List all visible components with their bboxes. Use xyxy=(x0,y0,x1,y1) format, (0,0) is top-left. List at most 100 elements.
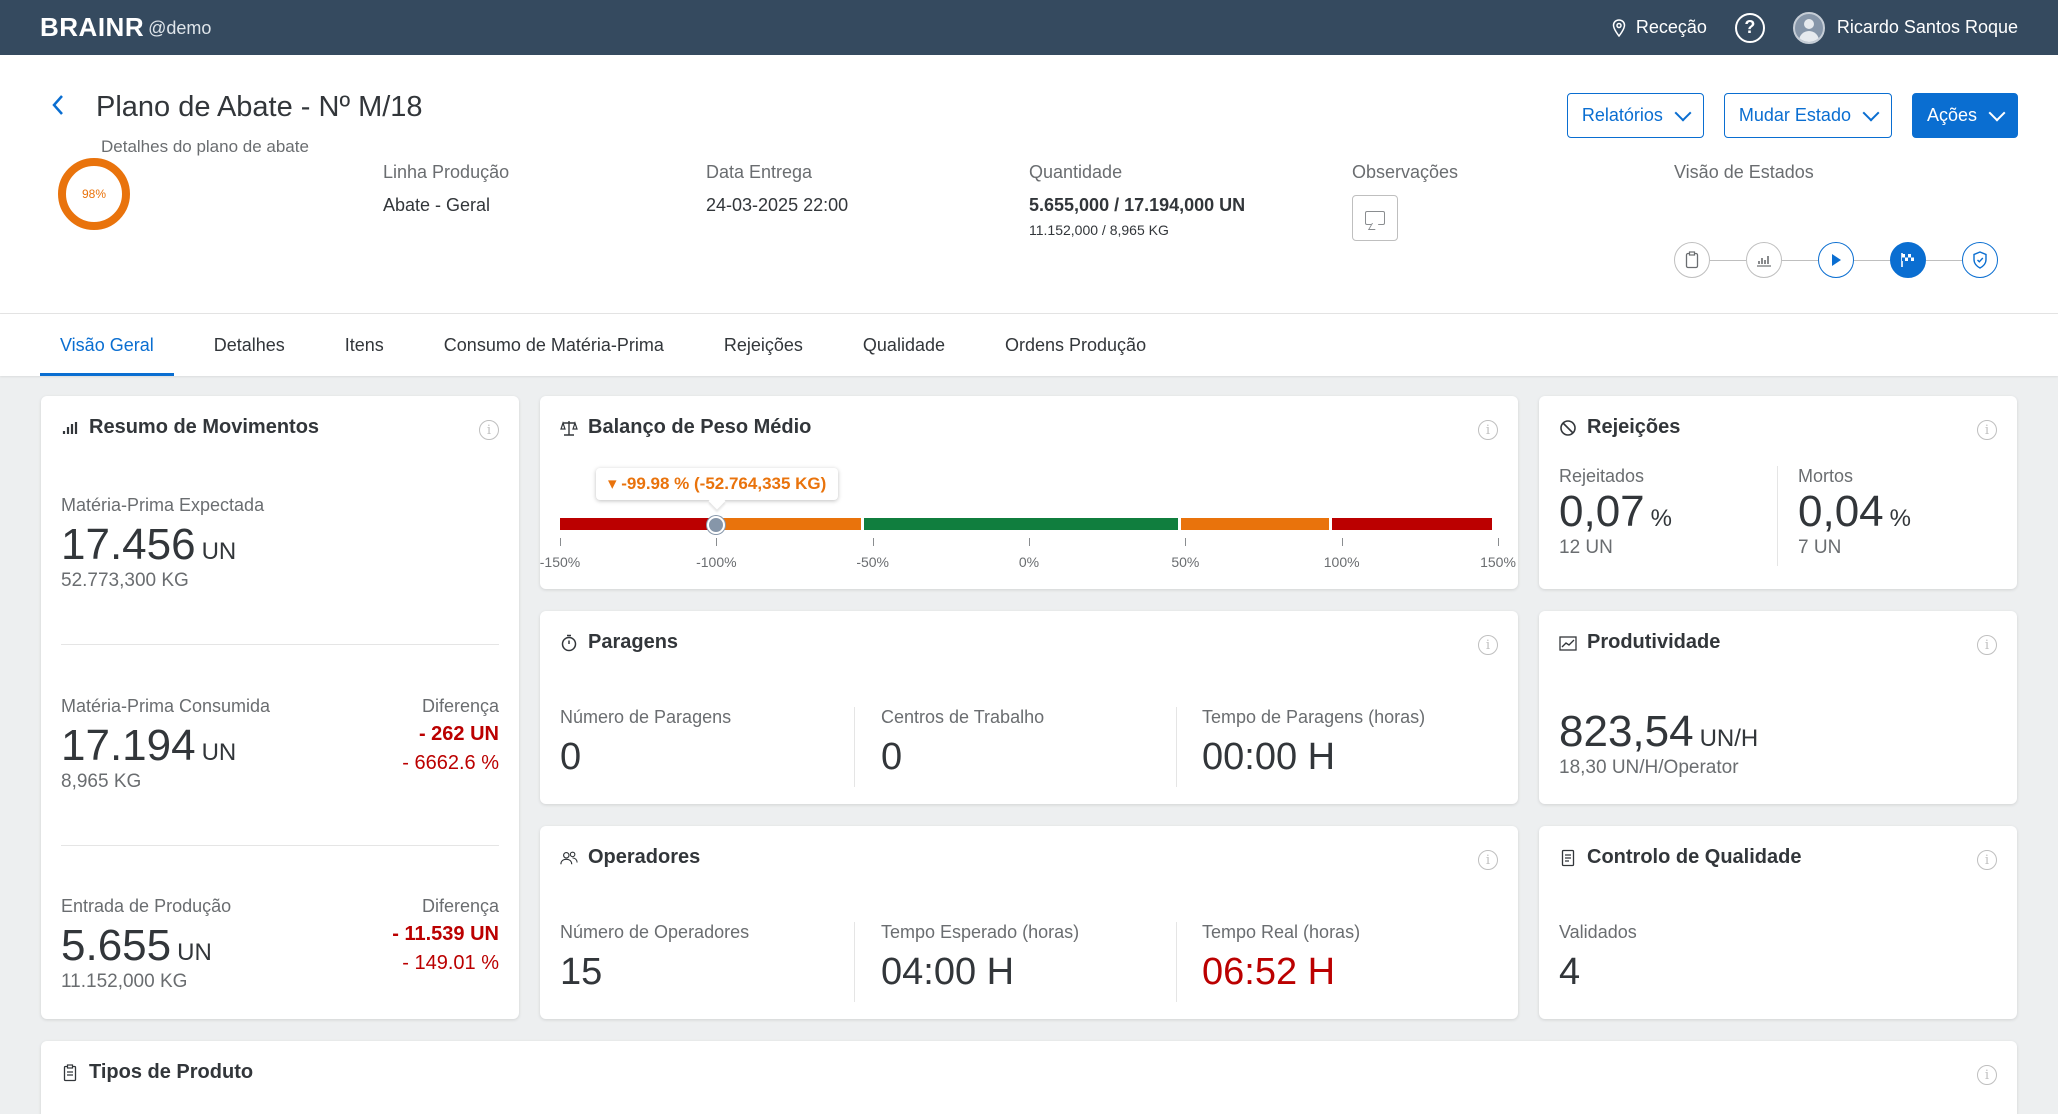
rejected-value: 0,07% xyxy=(1559,487,1672,537)
divider xyxy=(854,707,855,787)
avatar xyxy=(1792,11,1825,44)
validated-label: Validados xyxy=(1559,922,1637,942)
clipboard-icon xyxy=(61,1063,79,1082)
gauge-tick xyxy=(872,538,874,546)
observations-button[interactable] xyxy=(1352,195,1398,241)
info-icon[interactable]: i xyxy=(1977,850,1997,870)
reports-button-label: Relatórios xyxy=(1581,105,1663,125)
info-icon[interactable]: i xyxy=(1478,635,1498,655)
work-centers-label: Centros de Trabalho xyxy=(881,707,1045,727)
user-menu[interactable]: Ricardo Santos Roque xyxy=(1792,11,2018,44)
checklist-icon xyxy=(1559,849,1577,867)
tab-details[interactable]: Detalhes xyxy=(213,334,285,355)
flag-icon[interactable] xyxy=(1890,242,1926,278)
kpi-value: 5.655,000 / 17.194,000 UN xyxy=(1029,195,1246,215)
kpi-value: 24-03-2025 22:00 xyxy=(706,195,849,215)
gauge-tick-label: 150% xyxy=(1480,554,1516,570)
work-centers-value: 0 xyxy=(881,736,903,778)
info-icon[interactable]: i xyxy=(1478,420,1498,440)
operators-count-label: Número de Operadores xyxy=(560,922,750,942)
tab-raw-material[interactable]: Consumo de Matéria-Prima xyxy=(443,334,664,355)
info-icon[interactable]: i xyxy=(479,420,499,440)
entry-diff-un: - 11.539 UN xyxy=(392,923,499,945)
kpi-label: Linha Produção xyxy=(383,162,510,182)
bar-chart-icon xyxy=(61,419,79,437)
expected-number: 17.456 xyxy=(61,520,196,569)
clipboard-icon[interactable] xyxy=(1674,242,1710,278)
kpi-label: Visão de Estados xyxy=(1674,162,1814,182)
location-selector[interactable]: Receção xyxy=(1612,17,1707,38)
kpi-delivery-date: Data Entrega 24-03-2025 22:00 xyxy=(706,162,848,216)
card-title: Operadores xyxy=(588,846,701,868)
stops-count-value: 0 xyxy=(560,736,582,778)
expected-label: Matéria-Prima Expectada xyxy=(61,495,265,515)
chevron-left-icon xyxy=(52,95,63,115)
progress-label: 98% xyxy=(81,187,107,201)
card-title: Rejeições xyxy=(1587,416,1681,438)
kpi-production-line: Linha Produção Abate - Geral xyxy=(383,162,509,216)
state-connector xyxy=(1710,259,1746,261)
expected-value: 17.456 UN xyxy=(61,520,264,570)
expected-time-label: Tempo Esperado (horas) xyxy=(881,922,1080,942)
gauge-segment-green xyxy=(864,518,1178,530)
real-time-value: 06:52 H xyxy=(1202,951,1336,993)
consumed-kg: 8,965 KG xyxy=(61,771,142,792)
entry-label: Entrada de Produção xyxy=(61,896,232,916)
info-icon[interactable]: i xyxy=(1977,635,1997,655)
reports-button[interactable]: Relatórios xyxy=(1566,93,1704,138)
consumed-unit: UN xyxy=(201,739,237,766)
gauge-tick-label: -50% xyxy=(856,554,889,570)
consumed-diff-pct: - 6662.6 % xyxy=(402,752,499,774)
card-title: Paragens xyxy=(588,631,679,653)
play-icon[interactable] xyxy=(1818,242,1854,278)
brand-logo[interactable]: BRAINR xyxy=(40,12,145,42)
trend-chart-icon xyxy=(1559,634,1577,652)
info-icon[interactable]: i xyxy=(1478,850,1498,870)
gauge-marker xyxy=(707,516,726,534)
brand-tenant: @demo xyxy=(148,18,212,38)
help-icon[interactable]: ? xyxy=(1734,12,1765,43)
kpi-label: Observações xyxy=(1352,162,1459,182)
dead-value: 0,04% xyxy=(1798,487,1911,537)
stops-card: Paragens i Número de Paragens 0 Centros … xyxy=(540,611,1518,804)
expected-kg: 52.773,300 KG xyxy=(61,570,189,591)
gauge-tick xyxy=(1185,538,1187,546)
entry-number: 5.655 xyxy=(61,921,172,970)
shield-icon[interactable] xyxy=(1962,242,1998,278)
gauge-tick-label: 100% xyxy=(1323,554,1360,570)
quality-card: Controlo de Qualidade i Validados 4 xyxy=(1539,826,2017,1019)
divider xyxy=(61,644,499,645)
chart-icon[interactable] xyxy=(1746,242,1782,278)
dead-label: Mortos xyxy=(1798,466,1854,486)
validated-value: 4 xyxy=(1559,951,1581,993)
productivity-sub: 18,30 UN/H/Operator xyxy=(1559,757,1739,778)
kpi-sub: 11.152,000 / 8,965 KG xyxy=(1029,222,1169,238)
gauge-segment-red xyxy=(560,518,714,530)
rejected-number: 0,07 xyxy=(1559,487,1645,536)
kpi-quantity: Quantidade 5.655,000 / 17.194,000 UN 11.… xyxy=(1029,162,1245,238)
forbidden-icon xyxy=(1559,419,1577,437)
entry-value: 5.655 UN xyxy=(61,921,231,971)
real-time-label: Tempo Real (horas) xyxy=(1202,922,1361,942)
movements-card: Resumo de Movimentos i Matéria-Prima Exp… xyxy=(41,396,519,1019)
expected-unit: UN xyxy=(201,538,237,565)
back-button[interactable] xyxy=(50,93,66,124)
tab-quality[interactable]: Qualidade xyxy=(862,334,945,355)
change-state-button[interactable]: Mudar Estado xyxy=(1723,93,1892,138)
actions-button-label: Ações xyxy=(1926,105,1977,125)
tab-production-orders[interactable]: Ordens Produção xyxy=(1005,334,1147,355)
operators-count-value: 15 xyxy=(560,951,603,993)
operators-card: Operadores i Número de Operadores 15 Tem… xyxy=(540,826,1518,1019)
dead-unit: % xyxy=(1889,505,1911,532)
tab-items[interactable]: Itens xyxy=(344,334,384,355)
divider xyxy=(1176,922,1177,1002)
productivity-unit: UN/H xyxy=(1699,725,1759,752)
info-icon[interactable]: i xyxy=(1977,1065,1997,1085)
consumed-value: 17.194 UN xyxy=(61,721,270,771)
location-pin-icon xyxy=(1612,18,1626,37)
tab-overview[interactable]: Visão Geral xyxy=(40,314,174,376)
card-title: Tipos de Produto xyxy=(89,1061,254,1083)
info-icon[interactable]: i xyxy=(1977,420,1997,440)
actions-button[interactable]: Ações xyxy=(1911,93,2018,138)
tab-rejections[interactable]: Rejeições xyxy=(723,334,803,355)
